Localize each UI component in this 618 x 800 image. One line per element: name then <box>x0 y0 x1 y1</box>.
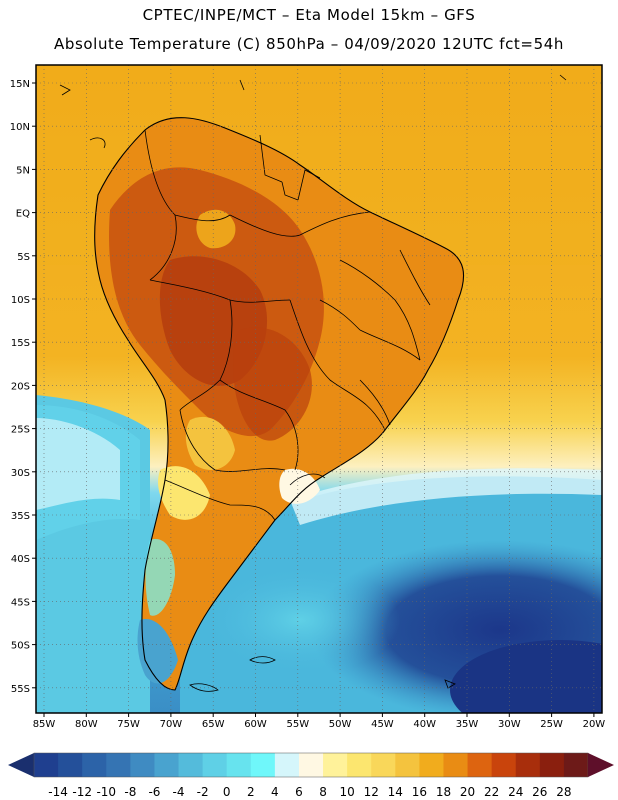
colorbar-label: 12 <box>364 785 379 799</box>
colorbar-label: -12 <box>72 785 92 799</box>
lat-tick-label: 15N <box>10 79 30 90</box>
colorbar-label: -8 <box>124 785 136 799</box>
colorbar-label: 22 <box>484 785 499 799</box>
map-field <box>36 65 602 713</box>
lon-tick-label: 70W <box>160 719 183 730</box>
lat-tick-label: 40S <box>11 554 30 565</box>
map-title-line1: CPTEC/INPE/MCT – Eta Model 15km – GFS <box>142 6 476 24</box>
lat-tick-label: EQ <box>16 209 30 220</box>
colorbar-label: 14 <box>388 785 403 799</box>
colorbar-label: 20 <box>460 785 475 799</box>
colorbar-left-arrow <box>8 753 34 777</box>
lat-tick-label: 35S <box>11 511 30 522</box>
lon-tick-label: 45W <box>371 719 394 730</box>
longitude-axis: 85W 80W 75W 70W 65W 60W 55W 50W 45W 40W 35W 30W 25W 2… <box>33 713 606 730</box>
lon-tick-label: 55W <box>286 719 309 730</box>
colorbar-segment <box>298 753 324 777</box>
map-title-line2: Absolute Temperature (C) 850hPa – 04/09/… <box>54 35 564 53</box>
lon-tick-label: 75W <box>117 719 140 730</box>
lon-tick-label: 60W <box>244 719 267 730</box>
colorbar-segment <box>250 753 276 777</box>
colorbar-label: 26 <box>532 785 547 799</box>
colorbar-label: 4 <box>271 785 279 799</box>
colorbar-right-arrow <box>588 753 614 777</box>
lat-tick-label: 5N <box>16 165 30 176</box>
country-borders <box>144 129 431 521</box>
colorbar-segment <box>58 753 83 777</box>
colorbar-label: 18 <box>436 785 451 799</box>
latitude-axis: 15N 10N 5N EQ 5S 10S 15S 20S 25S 30S 35S 40S 45S 50S 5… <box>10 79 36 695</box>
colorbar-segment <box>539 753 565 777</box>
colorbar: -14 -12 -10 -8 -6 -4 -2 0 2 4 6 8 10 12 14 16 18 20 22 24 26… <box>8 752 614 799</box>
colorbar-label: -14 <box>48 785 68 799</box>
colorbar-segment <box>178 753 204 777</box>
colorbar-label: -2 <box>197 785 209 799</box>
colorbar-label: 6 <box>295 785 303 799</box>
colorbar-segment <box>395 753 420 777</box>
lat-tick-label: 25S <box>11 425 30 436</box>
colorbar-segment <box>274 753 300 777</box>
lon-tick-label: 50W <box>329 719 352 730</box>
lat-tick-label: 45S <box>11 597 30 608</box>
lon-tick-label: 40W <box>413 719 436 730</box>
colorbar-segment <box>347 753 372 777</box>
lat-tick-label: 55S <box>11 684 30 695</box>
colorbar-label: 24 <box>508 785 523 799</box>
lat-tick-label: 20S <box>11 381 30 392</box>
lat-tick-label: 10N <box>10 122 30 133</box>
colorbar-segment <box>563 753 589 777</box>
colorbar-segment <box>419 753 444 777</box>
lon-tick-label: 80W <box>75 719 98 730</box>
lon-tick-label: 35W <box>456 719 479 730</box>
colorbar-label: 0 <box>223 785 231 799</box>
map-frame <box>35 64 603 714</box>
colorbar-label: 16 <box>412 785 427 799</box>
colorbar-segment <box>491 753 517 777</box>
islands <box>59 74 567 692</box>
lat-tick-label: 15S <box>11 338 30 349</box>
colorbar-segment <box>130 753 155 777</box>
lon-tick-label: 85W <box>33 719 56 730</box>
colorbar-segment <box>323 753 348 777</box>
colorbar-segment <box>106 753 131 777</box>
colorbar-label: -6 <box>148 785 160 799</box>
lat-tick-label: 50S <box>11 641 30 652</box>
colorbar-label: 10 <box>339 785 354 799</box>
graticule <box>36 65 602 713</box>
colorbar-segment <box>226 753 252 777</box>
colorbar-segment <box>34 753 59 777</box>
colorbar-segment <box>467 753 493 777</box>
colorbar-label: 8 <box>319 785 327 799</box>
lat-tick-label: 30S <box>11 468 30 479</box>
colorbar-segment <box>82 753 107 777</box>
colorbar-segment <box>154 753 180 777</box>
colorbar-label: 28 <box>556 785 571 799</box>
colorbar-label: 2 <box>247 785 255 799</box>
lon-tick-label: 25W <box>540 719 563 730</box>
lon-tick-label: 30W <box>498 719 521 730</box>
lon-tick-label: 20W <box>583 719 606 730</box>
colorbar-label: -4 <box>173 785 185 799</box>
lat-tick-label: 10S <box>11 295 30 306</box>
lat-tick-label: 5S <box>17 252 30 263</box>
colorbar-segment <box>371 753 396 777</box>
colorbar-segment <box>443 753 469 777</box>
lon-tick-label: 65W <box>202 719 225 730</box>
colorbar-segment <box>202 753 228 777</box>
colorbar-segment <box>515 753 541 777</box>
colorbar-label: -10 <box>96 785 116 799</box>
